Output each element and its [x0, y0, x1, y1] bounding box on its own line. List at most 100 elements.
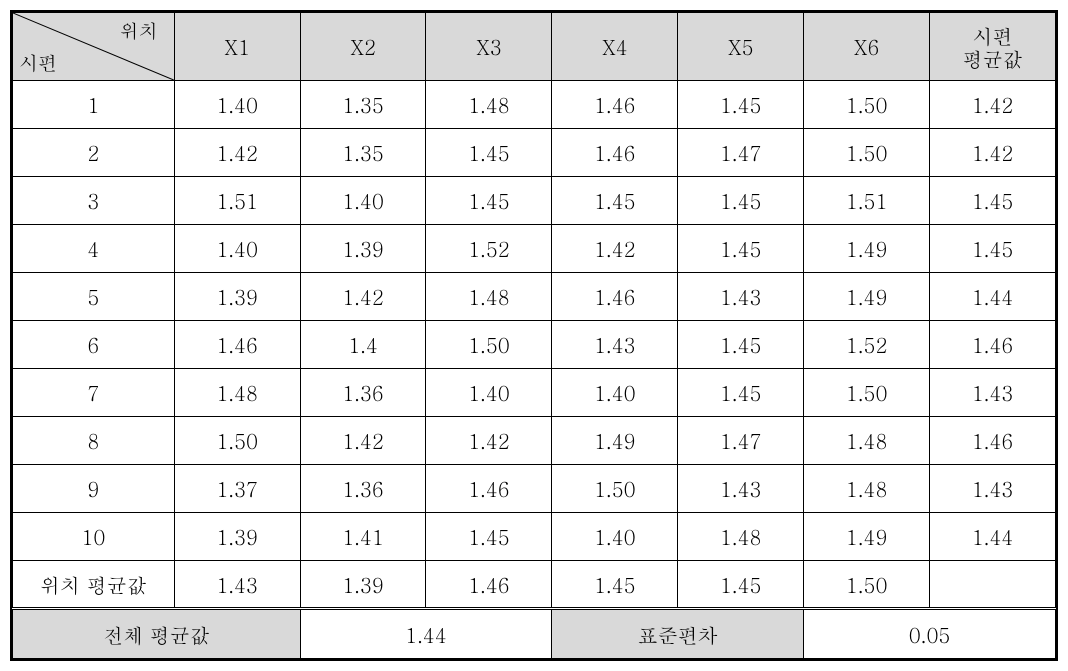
- col-header-x1: X1: [174, 13, 300, 81]
- col-header-specimen-avg: 시편 평균값: [930, 13, 1056, 81]
- data-cell: 1.42: [552, 225, 678, 273]
- col-header-x2: X2: [300, 13, 426, 81]
- col-header-x6: X6: [804, 13, 930, 81]
- data-cell: 1.45: [930, 177, 1056, 225]
- pos-avg-x1: 1.43: [174, 561, 300, 609]
- data-cell: 1.46: [552, 81, 678, 129]
- data-cell: 1.46: [552, 273, 678, 321]
- data-cell: 1.50: [804, 369, 930, 417]
- data-cell: 1.42: [930, 129, 1056, 177]
- data-cell: 1.42: [426, 417, 552, 465]
- data-cell: 1.40: [300, 177, 426, 225]
- pos-avg-x3: 1.46: [426, 561, 552, 609]
- data-cell: 1.41: [300, 513, 426, 561]
- row-label: 10: [13, 513, 175, 561]
- data-cell: 1.45: [426, 129, 552, 177]
- data-cell: 1.43: [678, 273, 804, 321]
- row-label: 4: [13, 225, 175, 273]
- data-cell: 1.47: [678, 129, 804, 177]
- row-label: 6: [13, 321, 175, 369]
- data-cell: 1.48: [678, 513, 804, 561]
- data-cell: 1.47: [678, 417, 804, 465]
- data-cell: 1.39: [174, 273, 300, 321]
- table-row: 11.401.351.481.461.451.501.42: [13, 81, 1056, 129]
- data-cell: 1.46: [930, 417, 1056, 465]
- data-cell: 1.50: [174, 417, 300, 465]
- table-row: 41.401.391.521.421.451.491.45: [13, 225, 1056, 273]
- data-cell: 1.42: [300, 273, 426, 321]
- data-cell: 1.50: [552, 465, 678, 513]
- table-row: 51.391.421.481.461.431.491.44: [13, 273, 1056, 321]
- pos-avg-x5: 1.45: [678, 561, 804, 609]
- total-average-value: 1.44: [300, 609, 552, 659]
- data-cell: 1.52: [804, 321, 930, 369]
- table-row: 81.501.421.421.491.471.481.46: [13, 417, 1056, 465]
- table-row: 71.481.361.401.401.451.501.43: [13, 369, 1056, 417]
- table-row: 21.421.351.451.461.471.501.42: [13, 129, 1056, 177]
- data-cell: 1.51: [804, 177, 930, 225]
- data-cell: 1.42: [300, 417, 426, 465]
- measurement-table: 위치 시편 X1 X2 X3 X4 X5 X6 시편 평균값 11.401.35…: [12, 12, 1056, 659]
- data-cell: 1.46: [174, 321, 300, 369]
- data-cell: 1.39: [300, 225, 426, 273]
- data-cell: 1.46: [552, 129, 678, 177]
- data-cell: 1.46: [426, 465, 552, 513]
- header-diagonal-cell: 위치 시편: [13, 13, 175, 81]
- data-cell: 1.48: [804, 465, 930, 513]
- data-cell: 1.40: [426, 369, 552, 417]
- data-cell: 1.49: [552, 417, 678, 465]
- data-cell: 1.35: [300, 81, 426, 129]
- row-label: 1: [13, 81, 175, 129]
- data-cell: 1.45: [930, 225, 1056, 273]
- data-cell: 1.48: [174, 369, 300, 417]
- data-cell: 1.48: [426, 81, 552, 129]
- row-label: 5: [13, 273, 175, 321]
- data-cell: 1.45: [678, 81, 804, 129]
- data-cell: 1.42: [930, 81, 1056, 129]
- data-cell: 1.44: [930, 513, 1056, 561]
- data-cell: 1.45: [426, 513, 552, 561]
- table-row: 101.391.411.451.401.481.491.44: [13, 513, 1056, 561]
- row-label: 9: [13, 465, 175, 513]
- data-cell: 1.45: [678, 225, 804, 273]
- col-header-x4: X4: [552, 13, 678, 81]
- data-cell: 1.45: [426, 177, 552, 225]
- data-cell: 1.39: [174, 513, 300, 561]
- data-cell: 1.50: [426, 321, 552, 369]
- summary-row: 전체 평균값 1.44 표준편차 0.05: [13, 609, 1056, 659]
- table-row: 91.371.361.461.501.431.481.43: [13, 465, 1056, 513]
- stdev-value: 0.05: [804, 609, 1056, 659]
- table-row: 31.511.401.451.451.451.511.45: [13, 177, 1056, 225]
- stdev-label: 표준편차: [552, 609, 804, 659]
- data-cell: 1.43: [930, 465, 1056, 513]
- data-cell: 1.48: [426, 273, 552, 321]
- row-label: 3: [13, 177, 175, 225]
- data-cell: 1.43: [930, 369, 1056, 417]
- data-cell: 1.37: [174, 465, 300, 513]
- row-label: 2: [13, 129, 175, 177]
- position-average-label: 위치 평균값: [13, 561, 175, 609]
- row-label: 8: [13, 417, 175, 465]
- data-cell: 1.36: [300, 465, 426, 513]
- total-average-label: 전체 평균값: [13, 609, 301, 659]
- pos-avg-x2: 1.39: [300, 561, 426, 609]
- measurement-table-container: 위치 시편 X1 X2 X3 X4 X5 X6 시편 평균값 11.401.35…: [10, 10, 1058, 661]
- data-cell: 1.40: [552, 513, 678, 561]
- pos-avg-x6: 1.50: [804, 561, 930, 609]
- data-cell: 1.43: [678, 465, 804, 513]
- data-cell: 1.42: [174, 129, 300, 177]
- header-specimen-label: 시편: [19, 49, 57, 76]
- data-cell: 1.43: [552, 321, 678, 369]
- data-cell: 1.40: [174, 81, 300, 129]
- header-position-label: 위치: [120, 17, 158, 44]
- data-cell: 1.40: [552, 369, 678, 417]
- data-cell: 1.35: [300, 129, 426, 177]
- data-cell: 1.48: [804, 417, 930, 465]
- table-row: 61.461.41.501.431.451.521.46: [13, 321, 1056, 369]
- position-average-row: 위치 평균값 1.43 1.39 1.46 1.45 1.45 1.50: [13, 561, 1056, 609]
- col-header-x5: X5: [678, 13, 804, 81]
- data-cell: 1.49: [804, 513, 930, 561]
- data-cell: 1.45: [552, 177, 678, 225]
- data-cell: 1.52: [426, 225, 552, 273]
- data-cell: 1.45: [678, 177, 804, 225]
